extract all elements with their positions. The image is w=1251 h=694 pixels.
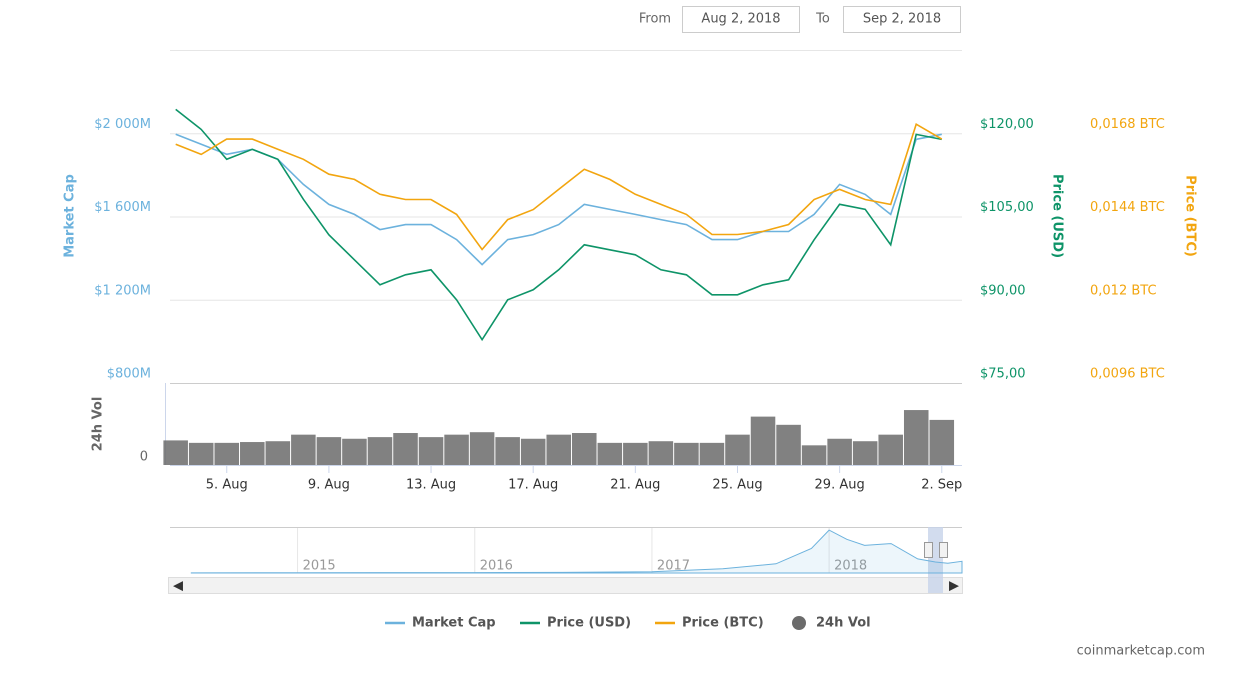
- navigator-selection[interactable]: [928, 527, 943, 593]
- volume-bar: [776, 424, 801, 465]
- volume-bar: [163, 440, 188, 465]
- legend-label: 24h Vol: [816, 616, 871, 631]
- volume-bar: [750, 416, 776, 465]
- line-series: [175, 108, 942, 342]
- from-label: From: [639, 12, 671, 27]
- x-tick-label: 5. Aug: [206, 478, 248, 493]
- to-value[interactable]: Sep 2, 2018: [863, 12, 941, 27]
- y2-tick-label: $75,00: [980, 367, 1026, 382]
- scroll-right[interactable]: ▶: [949, 579, 959, 594]
- volume-bar: [316, 437, 342, 465]
- x-tick-label: 25. Aug: [712, 478, 762, 493]
- volume-bar: [903, 410, 929, 465]
- y-tick-label: $2 000M: [94, 117, 151, 132]
- volume-bar: [571, 433, 597, 465]
- volume-bar: [648, 441, 674, 465]
- x-tick-label: 29. Aug: [815, 478, 865, 493]
- volume-bar: [444, 434, 469, 465]
- navigator-tick-label: 2017: [657, 559, 690, 574]
- legend-label: Price (USD): [547, 616, 631, 631]
- volume-bar: [878, 434, 903, 465]
- x-tick-label: 2. Sep: [921, 478, 962, 493]
- volume-bar: [725, 434, 750, 465]
- volume-bar: [674, 442, 699, 465]
- navigator-area: [190, 529, 963, 574]
- volume-bar: [520, 438, 546, 465]
- legend-marker: [792, 616, 806, 630]
- y3-tick-label: 0,0144 BTC: [1090, 200, 1165, 215]
- volume-bar: [393, 433, 418, 465]
- volume-bar: [623, 442, 648, 465]
- y2-tick-label: $105,00: [980, 200, 1034, 215]
- volume-bar: [546, 434, 571, 465]
- from-input[interactable]: [682, 6, 800, 33]
- navigator-tick-label: 2015: [303, 559, 336, 574]
- volume-bar: [342, 438, 367, 465]
- line-series: [175, 133, 942, 266]
- scroll-left[interactable]: ◀: [173, 579, 183, 594]
- y3-tick-label: 0,012 BTC: [1090, 283, 1157, 298]
- x-tick-label: 21. Aug: [610, 478, 660, 493]
- navigator-tick-label: 2018: [834, 559, 867, 574]
- line-series: [175, 123, 943, 251]
- navigator-tick-label: 2016: [480, 559, 513, 574]
- volume-bar: [699, 442, 725, 465]
- volume-bar: [188, 442, 214, 465]
- y-tick-label: $800M: [107, 367, 151, 382]
- credit: coinmarketcap.com: [1077, 644, 1205, 659]
- volume-bar: [240, 442, 265, 465]
- y3-axis-title: Price (BTC): [1183, 175, 1198, 257]
- volume-bar: [418, 437, 444, 465]
- volume-bar: [214, 442, 240, 465]
- volume-bar: [852, 441, 878, 465]
- volume-bar: [367, 437, 393, 465]
- volume-bar: [801, 445, 827, 465]
- from-value[interactable]: Aug 2, 2018: [701, 12, 780, 27]
- x-tick-label: 9. Aug: [308, 478, 350, 493]
- vol-tick-label: 0: [140, 450, 148, 465]
- to-input[interactable]: [843, 6, 961, 33]
- y-tick-label: $1 600M: [94, 200, 151, 215]
- x-tick-label: 17. Aug: [508, 478, 558, 493]
- volume-bar: [929, 419, 955, 465]
- y-tick-label: $1 200M: [94, 283, 151, 298]
- navigator-handle[interactable]: [924, 542, 933, 558]
- vol-axis-title: 24h Vol: [91, 397, 106, 452]
- volume-bar: [495, 437, 520, 465]
- navigator-handle[interactable]: [939, 542, 948, 558]
- volume-bar: [265, 441, 291, 465]
- legend-label: Price (BTC): [682, 616, 764, 631]
- legend-label: Market Cap: [412, 616, 496, 631]
- y2-tick-label: $90,00: [980, 283, 1026, 298]
- y3-tick-label: 0,0096 BTC: [1090, 367, 1165, 382]
- y3-tick-label: 0,0168 BTC: [1090, 117, 1165, 132]
- scrollbar[interactable]: [168, 577, 963, 594]
- volume-bar: [469, 432, 495, 465]
- volume-bar: [827, 438, 852, 465]
- y-axis-title: Market Cap: [63, 174, 78, 258]
- y2-tick-label: $120,00: [980, 117, 1034, 132]
- y2-axis-title: Price (USD): [1050, 174, 1065, 258]
- volume-bar: [291, 434, 316, 465]
- x-tick-label: 13. Aug: [406, 478, 456, 493]
- to-label: To: [815, 12, 830, 27]
- volume-bar: [597, 442, 623, 465]
